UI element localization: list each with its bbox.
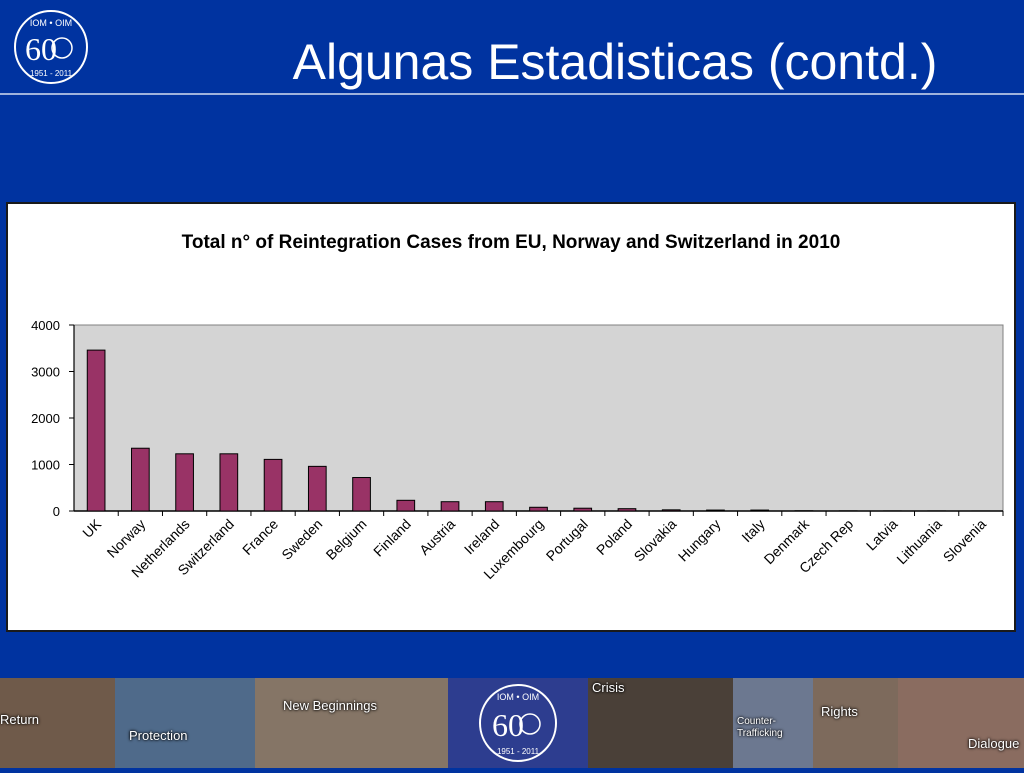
chart-container: Total n° of Reintegration Cases from EU,… xyxy=(6,202,1016,632)
x-tick-label: Belgium xyxy=(323,516,370,563)
footer-panel-rights: Rights xyxy=(813,678,898,768)
bar-uk xyxy=(87,350,105,511)
footer-panel-counter-trafficking: Counter- Trafficking xyxy=(733,678,813,768)
bar-switzerland xyxy=(220,454,238,511)
x-tick-label: Sweden xyxy=(278,516,325,563)
x-tick-label: Finland xyxy=(370,516,414,560)
bar-netherlands xyxy=(176,454,194,511)
x-tick-label: Ireland xyxy=(461,516,503,558)
footer-logo-years: 1951 - 2011 xyxy=(497,747,540,756)
footer-panel-dialogue: Dialogue xyxy=(898,678,1024,768)
x-tick-label: Portugal xyxy=(543,516,591,564)
footer-logo-panel: IOM • OIM 60 1951 - 2011 xyxy=(448,678,588,768)
bar-hungary xyxy=(707,510,725,511)
footer-panel-new-beginnings: New Beginnings xyxy=(255,678,448,768)
footer-panel-protection: Protection xyxy=(115,678,255,768)
logo-top-text: IOM • OIM xyxy=(30,18,72,28)
iom-logo-graphic: IOM • OIM 60 1951 - 2011 xyxy=(12,8,90,86)
x-tick-label: Norway xyxy=(104,516,149,561)
footer-label-rights: Rights xyxy=(821,704,858,719)
x-tick-label: UK xyxy=(79,515,105,541)
bar-italy xyxy=(751,510,769,511)
footer-label-dialogue: Dialogue xyxy=(968,736,1019,751)
x-tick-label: Lithuania xyxy=(893,516,945,568)
y-tick-label: 1000 xyxy=(31,458,60,473)
x-tick-label: Hungary xyxy=(675,516,724,565)
x-tick-label: Slovakia xyxy=(631,516,680,565)
iom-logo: IOM • OIM 60 1951 - 2011 xyxy=(12,8,90,86)
bar-finland xyxy=(397,500,415,511)
plot-area xyxy=(74,325,1003,511)
footer-panel-crisis: Crisis xyxy=(588,678,733,768)
bar-poland xyxy=(618,509,636,511)
bar-slovakia xyxy=(662,510,680,511)
y-tick-label: 4000 xyxy=(31,318,60,333)
x-tick-label: Slovenia xyxy=(940,516,989,565)
bar-luxembourg xyxy=(530,507,548,511)
y-tick-label: 3000 xyxy=(31,365,60,380)
x-tick-label: Austria xyxy=(416,516,458,558)
bar-sweden xyxy=(308,466,326,511)
footer-panel-return: Return xyxy=(0,678,115,768)
x-tick-label: Poland xyxy=(593,516,635,558)
x-tick-label: Italy xyxy=(738,516,767,545)
bar-belgium xyxy=(353,478,371,511)
slide-title: Algunas Estadisticas (contd.) xyxy=(230,30,1000,94)
bar-france xyxy=(264,459,282,511)
footer-iom-logo: IOM • OIM 60 1951 - 2011 xyxy=(448,678,588,768)
footer-photo-strip: Return Protection New Beginnings IOM • O… xyxy=(0,678,1024,768)
y-tick-label: 2000 xyxy=(31,411,60,426)
bar-portugal xyxy=(574,508,592,511)
footer-label-return: Return xyxy=(0,712,39,727)
y-tick-label: 0 xyxy=(53,504,60,519)
footer-label-counter-trafficking: Counter- Trafficking xyxy=(737,716,807,740)
footer-label-protection: Protection xyxy=(129,728,188,743)
bar-austria xyxy=(441,502,459,511)
footer-label-new-beginnings: New Beginnings xyxy=(283,698,377,713)
footer-label-crisis: Crisis xyxy=(592,680,625,695)
logo-years: 1951 - 2011 xyxy=(30,69,73,78)
x-tick-label: Latvia xyxy=(863,516,901,554)
footer-logo-number: 60 xyxy=(492,707,524,743)
bar-ireland xyxy=(485,502,503,511)
x-tick-label: France xyxy=(239,516,281,558)
title-divider xyxy=(0,93,1024,95)
footer-logo-top-text: IOM • OIM xyxy=(497,692,539,702)
bar-norway xyxy=(132,448,150,511)
